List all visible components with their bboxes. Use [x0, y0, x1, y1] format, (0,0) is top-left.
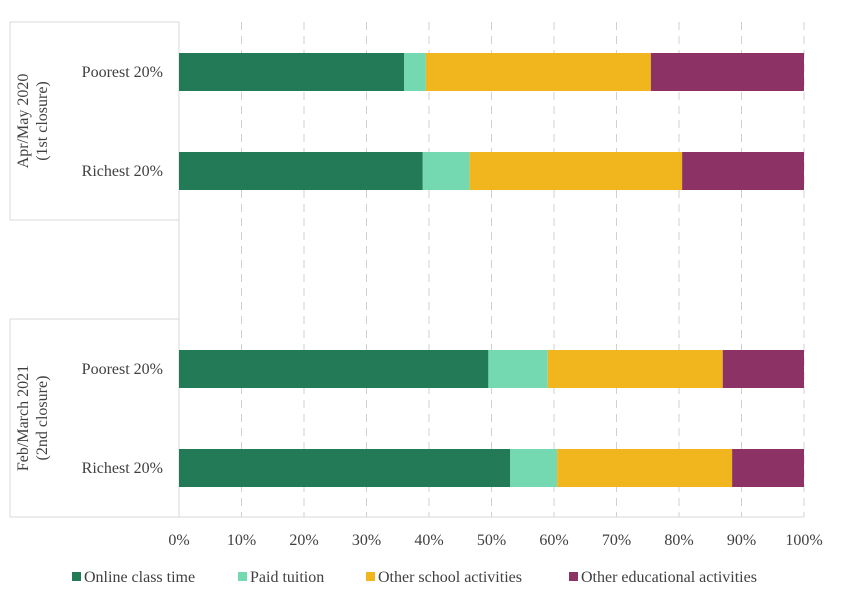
- x-tick-label: 80%: [664, 532, 693, 549]
- bar-segment: [469, 152, 683, 190]
- legend-swatch: [72, 572, 81, 581]
- bar-segment: [722, 350, 804, 388]
- bar-segment: [404, 53, 426, 91]
- axes: [9, 21, 804, 518]
- x-tick-label: 100%: [785, 532, 822, 549]
- x-tick-label: 40%: [414, 532, 443, 549]
- bar-segment: [732, 449, 804, 487]
- x-tick-label: 10%: [227, 532, 256, 549]
- bars: [179, 53, 804, 487]
- group-labels: Apr/May 2020 (1st closure) Feb/March 2021(…: [15, 74, 51, 471]
- bar-segment: [557, 449, 733, 487]
- x-tick-label: 70%: [602, 532, 631, 549]
- category-label: Richest 20%: [82, 460, 163, 477]
- legend-swatch: [366, 572, 375, 581]
- bar-segment: [650, 53, 804, 91]
- bar-segment: [179, 53, 404, 91]
- legend-label: Other school activities: [378, 569, 522, 586]
- legend-swatch: [238, 572, 247, 581]
- bar-segment: [179, 152, 423, 190]
- bar-segment: [682, 152, 804, 190]
- category-labels: Poorest 20% Richest 20% Poorest 20% Richest…: [82, 64, 163, 477]
- x-tick-labels: 0% 10% 20% 30% 40% 50% 60% 70% 80% 90% 100%: [168, 532, 822, 549]
- x-tick-label: 30%: [352, 532, 381, 549]
- bar-segment: [422, 152, 470, 190]
- legend-label: Online class time: [84, 569, 195, 586]
- category-label: Richest 20%: [82, 163, 163, 180]
- bar-segment: [179, 350, 489, 388]
- legend-swatch: [569, 572, 578, 581]
- x-tick-label: 60%: [539, 532, 568, 549]
- gridlines: [241, 22, 805, 517]
- bar-segment: [425, 53, 651, 91]
- x-tick-label: 50%: [477, 532, 506, 549]
- bar-segment: [547, 350, 723, 388]
- x-tick-label: 20%: [289, 532, 318, 549]
- group-label: Feb/March 2021: [15, 365, 32, 471]
- x-tick-label: 0%: [168, 532, 189, 549]
- legend: Online class time Paid tuition Other schoo…: [72, 569, 757, 586]
- legend-label: Paid tuition: [250, 569, 324, 586]
- x-tick-label: 90%: [727, 532, 756, 549]
- bar-segment: [488, 350, 548, 388]
- group-label: (1st closure): [34, 81, 51, 161]
- category-label: Poorest 20%: [82, 64, 163, 81]
- category-label: Poorest 20%: [82, 361, 163, 378]
- legend-label: Other educational activities: [581, 569, 757, 586]
- group-label: Apr/May 2020: [15, 74, 32, 169]
- bar-segment: [179, 449, 511, 487]
- bar-segment: [510, 449, 558, 487]
- group-label: (2nd closure): [34, 376, 51, 461]
